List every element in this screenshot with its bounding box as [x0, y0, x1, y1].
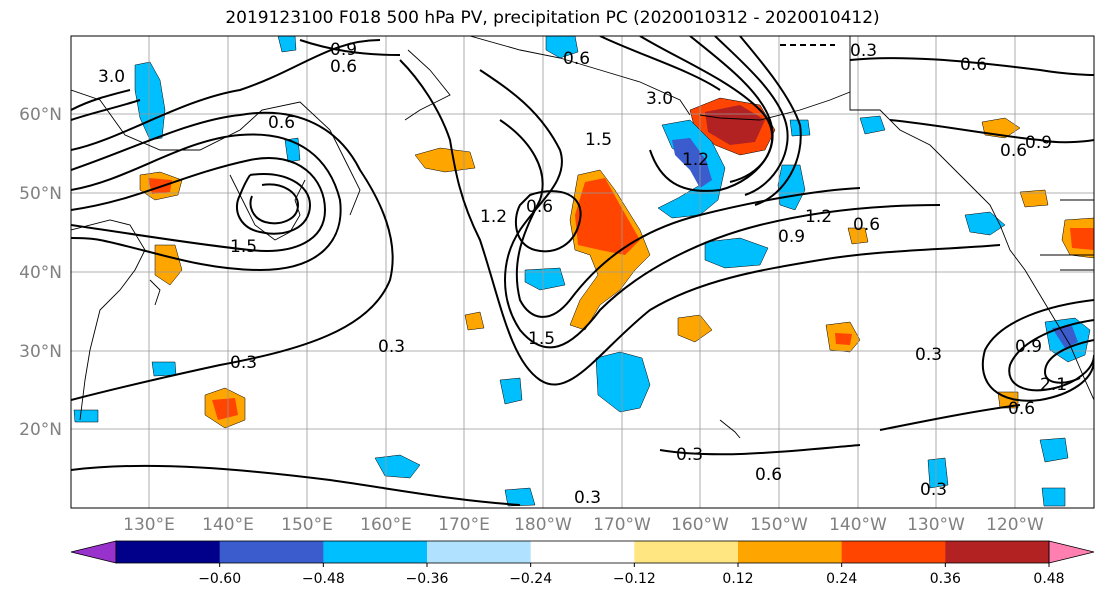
contour-label: 0.6 [268, 113, 295, 133]
lat-label: 60°N [19, 105, 62, 125]
colorbar-segment [841, 541, 946, 563]
lon-label: 130°E [123, 515, 175, 535]
contour-labels: 0.9 0.6 0.3 3.0 0.6 1.5 1.2 0.6 1.5 0.6 … [98, 40, 1067, 508]
colorbar-extend-max [1048, 540, 1095, 564]
lon-label: 160°W [671, 515, 729, 535]
colorbar-label: −0.36 [406, 571, 449, 587]
colorbar-label: −0.24 [509, 571, 552, 587]
colorbar-segment [427, 541, 532, 563]
contour-label: 0.3 [230, 353, 257, 373]
lon-label: 140°W [829, 515, 887, 535]
colorbar-label: −0.60 [198, 571, 241, 587]
contour-label: 0.9 [778, 227, 805, 247]
colorbar-segment [945, 541, 1050, 563]
lon-label: 180°W [514, 515, 572, 535]
lat-label: 50°N [19, 184, 62, 204]
contour-label: 0.3 [574, 488, 601, 508]
contour-label: 0.6 [1008, 399, 1035, 419]
lon-label: 150°E [281, 515, 333, 535]
contour-label: 1.5 [528, 329, 555, 349]
lon-label: 130°W [907, 515, 965, 535]
contour-label: 0.6 [330, 57, 357, 77]
colorbar-segment [323, 541, 428, 563]
contour-label: 1.2 [805, 207, 832, 227]
plot-title: 2019123100 F018 500 hPa PV, precipitatio… [225, 8, 880, 28]
contour-label: 1.2 [682, 150, 709, 170]
map-panel: 0.9 0.6 0.3 3.0 0.6 1.5 1.2 0.6 1.5 0.6 … [71, 36, 1094, 508]
lat-label: 40°N [19, 263, 62, 283]
lon-label: 170°W [593, 515, 651, 535]
lon-axis-labels: 130°E 140°E 150°E 160°E 170°E 180°W 170°… [123, 515, 1044, 535]
colorbar-segment [219, 541, 324, 563]
colorbar-segment [116, 541, 221, 563]
map-frame [70, 35, 1095, 509]
contour-label: 0.3 [850, 41, 877, 61]
colorbar-segment [530, 541, 635, 563]
lon-label: 140°E [202, 515, 254, 535]
colorbar-label: 0.48 [1033, 571, 1064, 587]
lon-label: 160°E [360, 515, 412, 535]
contour-label: 0.9 [1015, 337, 1042, 357]
colorbar-label: −0.48 [302, 571, 345, 587]
colorbar-extend-min [70, 540, 117, 564]
contour-label: 3.0 [98, 67, 125, 87]
contour-label: 0.6 [960, 55, 987, 75]
colorbar-label: 0.24 [826, 571, 857, 587]
colorbar-segment [634, 541, 739, 563]
lat-axis-labels: 60°N 50°N 40°N 30°N 20°N [19, 105, 62, 440]
contour-label: 0.6 [755, 465, 782, 485]
colorbar: −0.60 −0.48 −0.36 −0.24 −0.12 0.12 0.24 0.36 0.4… [70, 540, 1095, 587]
contour-label: 0.3 [920, 480, 947, 500]
contour-label: 1.5 [230, 237, 257, 257]
lon-label: 170°E [438, 515, 490, 535]
contour-label: 0.3 [915, 345, 942, 365]
contour-label: 0.6 [526, 197, 553, 217]
contour-label: 0.6 [1000, 141, 1027, 161]
contour-label: 0.9 [330, 40, 357, 60]
gridlines [71, 36, 1094, 508]
lon-label: 120°W [986, 515, 1044, 535]
contour-label: 0.3 [378, 337, 405, 357]
contour-label: 0.9 [1025, 133, 1052, 153]
contour-label: 0.3 [676, 445, 703, 465]
colorbar-label: −0.12 [613, 571, 656, 587]
colorbar-segment [738, 541, 843, 563]
lat-label: 20°N [19, 420, 62, 440]
colorbar-label: 0.12 [722, 571, 753, 587]
contour-label: 1.2 [480, 207, 507, 227]
pv-contours [71, 36, 1094, 506]
colorbar-label: 0.36 [930, 571, 961, 587]
lat-label: 30°N [19, 342, 62, 362]
contour-label: 0.6 [563, 49, 590, 69]
contour-label: 0.6 [853, 215, 880, 235]
contour-label: 1.5 [585, 130, 612, 150]
contour-label: 2.1 [1040, 375, 1067, 395]
lon-label: 150°W [750, 515, 808, 535]
contour-label: 3.0 [646, 89, 673, 109]
